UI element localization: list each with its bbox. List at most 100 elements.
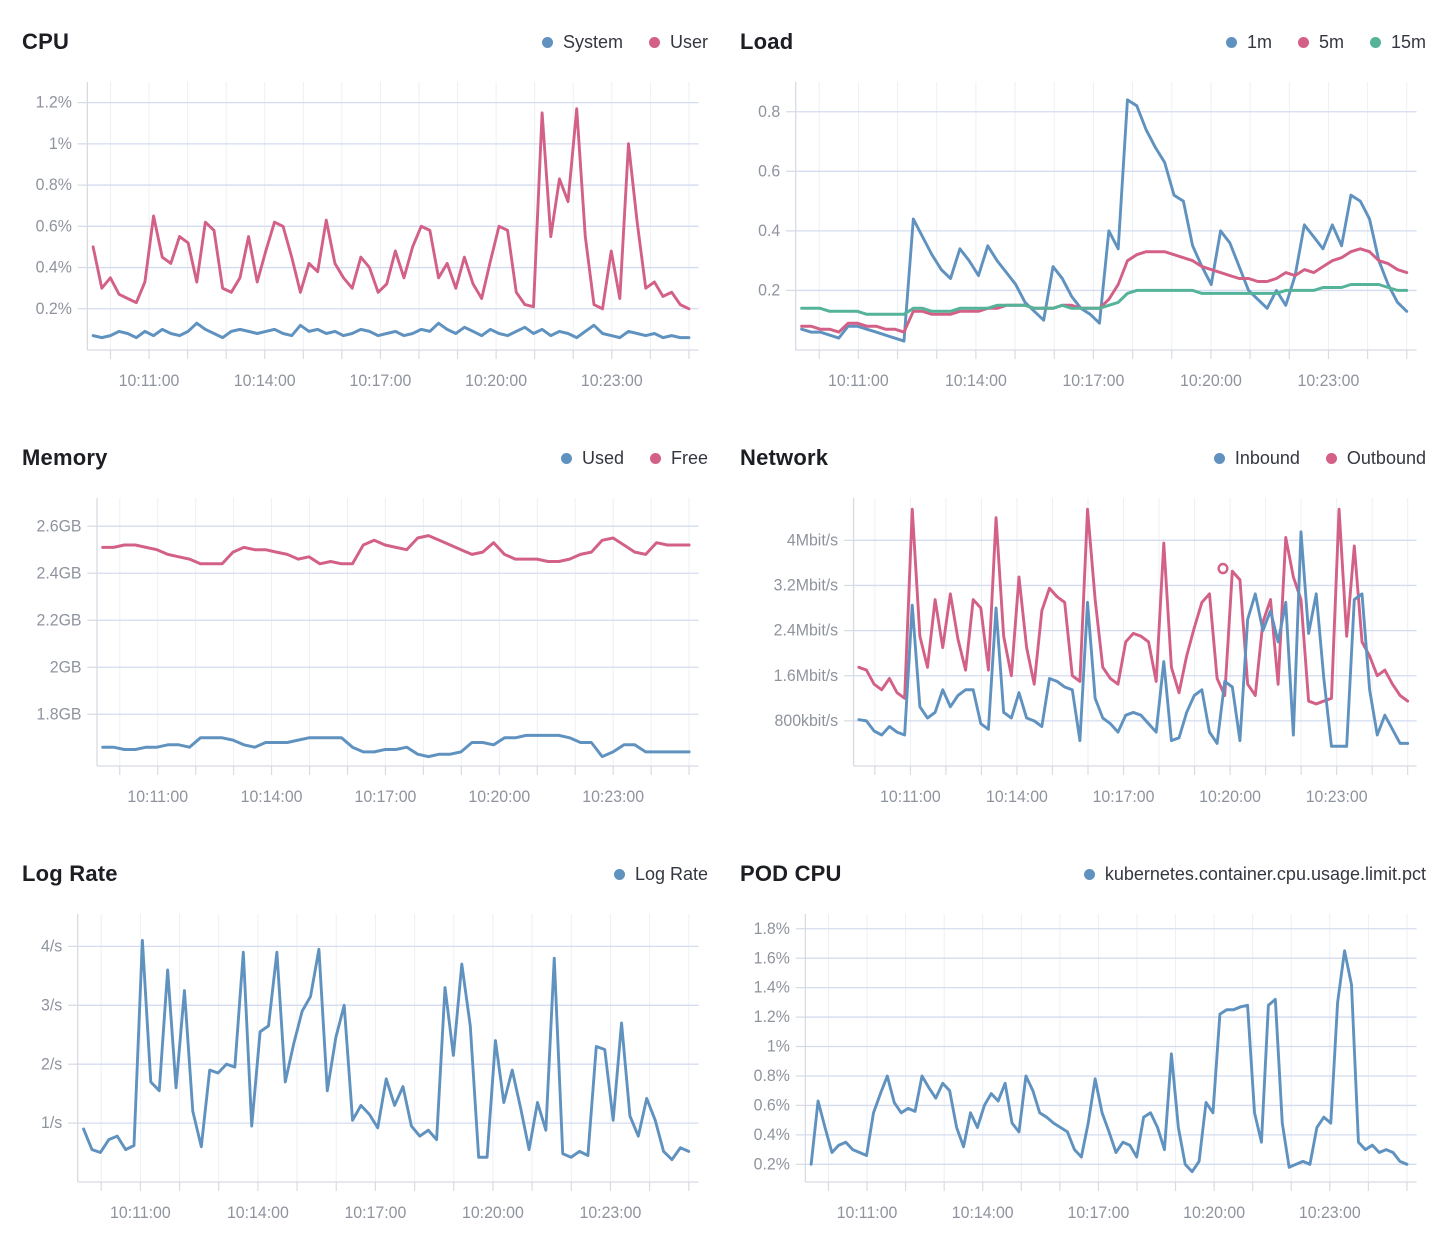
svg-text:0.2: 0.2 xyxy=(758,281,780,299)
svg-text:1.2%: 1.2% xyxy=(36,93,72,111)
svg-text:1.8%: 1.8% xyxy=(754,920,790,938)
legend-item-inbound[interactable]: Inbound xyxy=(1213,447,1300,469)
svg-text:1.6Mbit/s: 1.6Mbit/s xyxy=(774,667,838,685)
legend-dot-icon xyxy=(1213,452,1225,464)
legend-item-5m[interactable]: 5m xyxy=(1297,31,1344,53)
legend-item-used[interactable]: Used xyxy=(560,447,624,469)
legend-label: Inbound xyxy=(1234,447,1300,468)
chart-title-cpu: CPU xyxy=(22,29,70,54)
legend-label: Used xyxy=(581,447,624,468)
legend-dot-icon xyxy=(1297,36,1309,48)
pod-cpu-chart-panel: POD CPU kubernetes.container.cpu.usage.l… xyxy=(724,842,1442,1232)
svg-text:2GB: 2GB xyxy=(50,658,82,676)
legend-dot-icon xyxy=(648,36,660,48)
svg-text:1%: 1% xyxy=(49,135,72,153)
svg-text:10:20:00: 10:20:00 xyxy=(1183,1204,1245,1222)
svg-text:10:20:00: 10:20:00 xyxy=(465,372,527,390)
svg-text:10:17:00: 10:17:00 xyxy=(1093,788,1155,806)
svg-text:2.6GB: 2.6GB xyxy=(36,517,81,535)
cpu-line-chart[interactable]: 0.2% 0.4% 0.6% 0.8% 1% 1.2% 10:11:00 10:14:00 10… xyxy=(16,70,714,400)
legend-item-15m[interactable]: 15m xyxy=(1369,31,1426,53)
legend-label: User xyxy=(669,31,708,52)
svg-text:10:14:00: 10:14:00 xyxy=(986,788,1048,806)
svg-text:10:14:00: 10:14:00 xyxy=(945,372,1007,390)
svg-text:0.6: 0.6 xyxy=(758,162,780,180)
chart-title-memory: Memory xyxy=(22,445,108,470)
pod-cpu-line-chart[interactable]: 0.2% 0.4% 0.6% 0.8% 1% 1.2% 1.4% 1.6% 1.8% 10:11:… xyxy=(734,902,1432,1232)
svg-text:10:23:00: 10:23:00 xyxy=(581,372,643,390)
pod-cpu-chart-header: POD CPU kubernetes.container.cpu.usage.l… xyxy=(740,856,1426,892)
legend-dot-icon xyxy=(1369,36,1381,48)
svg-text:10:17:00: 10:17:00 xyxy=(344,1204,406,1222)
svg-text:1.4%: 1.4% xyxy=(754,978,790,996)
log-rate-chart-panel: Log Rate Log Rate 1/s 2/s 3/s 4/s 10:11:00 10… xyxy=(6,842,724,1232)
svg-text:0.4%: 0.4% xyxy=(36,258,72,276)
svg-text:2.4Mbit/s: 2.4Mbit/s xyxy=(774,621,838,639)
svg-text:4Mbit/s: 4Mbit/s xyxy=(787,531,838,549)
svg-text:1.8GB: 1.8GB xyxy=(36,705,81,723)
network-line-chart[interactable]: 800kbit/s 1.6Mbit/s 2.4Mbit/s 3.2Mbit/s 4Mbi… xyxy=(734,486,1432,816)
memory-line-chart[interactable]: 1.8GB 2GB 2.2GB 2.4GB 2.6GB 10:11:00 10:14:00 1… xyxy=(16,486,714,816)
svg-text:0.4%: 0.4% xyxy=(754,1126,790,1144)
svg-text:0.6%: 0.6% xyxy=(36,217,72,235)
svg-text:10:11:00: 10:11:00 xyxy=(119,372,180,390)
legend-item-system[interactable]: System xyxy=(541,32,623,53)
legend-label: 1m xyxy=(1246,31,1272,52)
load-line-chart[interactable]: 0.2 0.4 0.6 0.8 10:11:00 10:14:00 10:17:00 10:2… xyxy=(734,70,1432,400)
legend-label: Free xyxy=(670,447,708,468)
legend-dot-icon xyxy=(613,868,625,880)
legend-item-1m[interactable]: 1m xyxy=(1225,31,1272,53)
svg-text:0.8%: 0.8% xyxy=(36,176,72,194)
svg-text:2.2GB: 2.2GB xyxy=(36,611,81,629)
svg-text:4/s: 4/s xyxy=(41,937,62,955)
legend-label: Log Rate xyxy=(634,863,708,884)
svg-text:10:14:00: 10:14:00 xyxy=(952,1204,1014,1222)
load-legend: 1m 5m 15m xyxy=(1225,31,1426,53)
svg-text:10:20:00: 10:20:00 xyxy=(468,788,530,806)
network-legend: Inbound Outbound xyxy=(1213,447,1426,469)
svg-text:10:11:00: 10:11:00 xyxy=(127,788,188,806)
svg-text:0.8%: 0.8% xyxy=(754,1067,790,1085)
svg-text:10:17:00: 10:17:00 xyxy=(1062,372,1124,390)
svg-text:10:11:00: 10:11:00 xyxy=(828,372,889,390)
memory-chart-panel: Memory Used Free 1.8GB 2GB 2.2GB 2.4GB 2.6GB 1… xyxy=(6,426,724,816)
svg-text:2.4GB: 2.4GB xyxy=(36,564,81,582)
chart-title-network: Network xyxy=(740,445,829,470)
legend-dot-icon xyxy=(1225,36,1237,48)
legend-item-log-rate[interactable]: Log Rate xyxy=(613,863,708,885)
log-rate-line-chart[interactable]: 1/s 2/s 3/s 4/s 10:11:00 10:14:00 10:17:00 10:2… xyxy=(16,902,714,1232)
legend-label: kubernetes.container.cpu.usage.limit.pct xyxy=(1104,863,1426,884)
svg-text:0.2%: 0.2% xyxy=(754,1155,790,1173)
chart-title-log-rate: Log Rate xyxy=(22,861,118,886)
log-rate-legend: Log Rate xyxy=(613,863,708,885)
svg-text:10:11:00: 10:11:00 xyxy=(110,1204,171,1222)
legend-dot-icon xyxy=(1325,452,1337,464)
svg-text:1/s: 1/s xyxy=(41,1114,62,1132)
cpu-chart-header: CPU System User xyxy=(22,24,708,60)
svg-text:10:20:00: 10:20:00 xyxy=(1180,372,1242,390)
legend-label: 5m xyxy=(1318,31,1344,52)
svg-text:10:17:00: 10:17:00 xyxy=(355,788,417,806)
svg-text:0.6%: 0.6% xyxy=(754,1096,790,1114)
memory-chart-header: Memory Used Free xyxy=(22,440,708,476)
svg-text:1.2%: 1.2% xyxy=(754,1008,790,1026)
cpu-chart-panel: CPU System User 0.2% 0.4% 0.6% 0.8% 1% 1.2% 10:… xyxy=(6,10,724,400)
svg-text:10:23:00: 10:23:00 xyxy=(1306,788,1368,806)
legend-item-free[interactable]: Free xyxy=(649,447,708,469)
legend-item-kubernetes-container-cpu-usage-limit-pct[interactable]: kubernetes.container.cpu.usage.limit.pct xyxy=(1083,863,1426,885)
svg-text:1%: 1% xyxy=(767,1037,790,1055)
svg-text:3.2Mbit/s: 3.2Mbit/s xyxy=(774,576,838,594)
cpu-legend: System User xyxy=(541,31,708,53)
svg-text:10:14:00: 10:14:00 xyxy=(234,372,296,390)
svg-text:3/s: 3/s xyxy=(41,996,62,1014)
legend-label: Outbound xyxy=(1346,447,1426,468)
svg-text:10:23:00: 10:23:00 xyxy=(1299,1204,1361,1222)
svg-text:10:20:00: 10:20:00 xyxy=(462,1204,524,1222)
legend-label: 15m xyxy=(1390,31,1426,52)
legend-item-user[interactable]: User xyxy=(648,31,708,53)
svg-text:10:23:00: 10:23:00 xyxy=(582,788,644,806)
load-chart-header: Load 1m 5m 15m xyxy=(740,24,1426,60)
chart-title-load: Load xyxy=(740,29,794,54)
legend-item-outbound[interactable]: Outbound xyxy=(1325,447,1426,469)
svg-text:1.6%: 1.6% xyxy=(754,949,790,967)
